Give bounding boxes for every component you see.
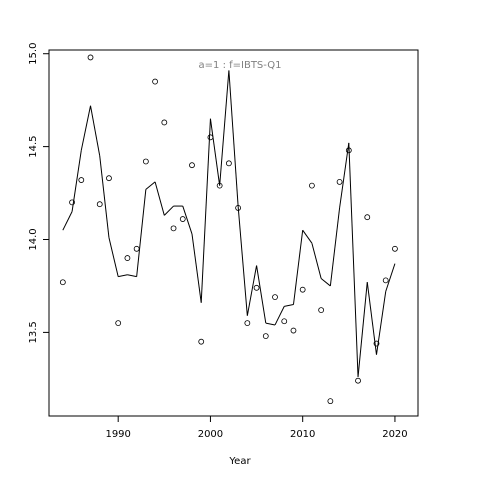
x-tick-label-2010: 2010 <box>290 429 315 440</box>
data-point-1994 <box>152 78 158 85</box>
data-point-1998 <box>189 162 195 169</box>
y-tick-label-14: 14.0 <box>28 228 39 250</box>
x-tick-label-2000: 2000 <box>198 429 223 440</box>
y-axis: 13.5 14.0 14.5 15.0 <box>28 43 49 344</box>
data-point-1995 <box>161 119 168 126</box>
data-point-1993 <box>142 158 149 165</box>
data-point-1984 <box>59 279 66 286</box>
data-point-1990 <box>115 320 122 327</box>
plot-frame <box>48 49 419 417</box>
data-point-2006 <box>262 333 269 340</box>
data-point-2012 <box>318 307 325 314</box>
line-segment-2009 <box>292 230 304 305</box>
line-segment-1988 <box>99 155 110 238</box>
line-segment-1989 <box>108 237 119 277</box>
data-point-1989 <box>106 175 112 182</box>
data-point-2017 <box>364 214 371 221</box>
line-segment-1987 <box>90 105 101 156</box>
point-series <box>59 54 398 405</box>
line-segment-1998 <box>191 233 202 303</box>
data-point-2018 <box>373 340 380 347</box>
y-tick-label-14.5: 14.5 <box>28 135 39 157</box>
data-point-1999 <box>198 338 205 345</box>
x-tick-label-2020: 2020 <box>382 429 407 440</box>
data-point-2020 <box>392 245 398 252</box>
data-point-2007 <box>272 294 278 300</box>
line-segment-2017 <box>366 282 377 355</box>
data-point-2016 <box>355 377 361 384</box>
line-segment-1997 <box>182 205 193 235</box>
line-segment-2005 <box>256 265 267 324</box>
line-segment-2000 <box>209 118 221 186</box>
line-segment-1990 <box>118 274 128 278</box>
data-point-2000 <box>207 134 214 141</box>
data-point-2004 <box>244 320 251 327</box>
x-axis-title: Year <box>228 456 251 467</box>
data-point-1996 <box>170 225 177 232</box>
line-segment-1995 <box>163 205 174 216</box>
line-segment-1992 <box>136 189 147 277</box>
data-point-2011 <box>309 182 315 189</box>
line-segment-1985 <box>71 150 82 212</box>
data-point-2001 <box>216 182 223 189</box>
data-point-2013 <box>327 398 334 405</box>
data-point-1997 <box>179 216 186 222</box>
data-point-2015 <box>345 147 352 154</box>
line-segment-2011 <box>311 243 322 279</box>
data-point-1991 <box>124 255 131 261</box>
line-segment-1991 <box>127 274 137 278</box>
data-point-2014 <box>336 179 343 185</box>
line-segment-1994 <box>154 181 165 216</box>
line-segment-2015 <box>348 142 359 378</box>
line-segment-2018 <box>375 291 387 355</box>
line-segment-2013 <box>329 207 341 287</box>
line-segment-2008 <box>284 304 294 307</box>
line-segment-1993 <box>145 181 156 190</box>
data-point-2008 <box>281 318 288 325</box>
data-point-2002 <box>225 160 232 167</box>
data-point-2003 <box>235 205 242 211</box>
chart-title: a=1 : f=IBTS-Q1 <box>199 60 282 71</box>
y-tick-label-13.5: 13.5 <box>28 321 39 343</box>
data-point-1986 <box>78 177 85 183</box>
data-point-1988 <box>96 201 103 208</box>
line-segment-1999 <box>200 118 211 303</box>
data-point-2009 <box>290 327 297 334</box>
data-point-2010 <box>299 286 306 293</box>
line-segment-2012 <box>320 278 331 287</box>
line-segment-1986 <box>80 105 92 151</box>
data-point-2005 <box>253 284 260 291</box>
x-axis: 1990 2000 2010 2020 <box>105 416 408 440</box>
line-segment-2006 <box>265 322 276 326</box>
line-segment-1984 <box>62 211 73 231</box>
x-tick-label-1990: 1990 <box>105 429 130 440</box>
line-segment-2003 <box>237 206 248 316</box>
line-segment-2016 <box>357 282 368 378</box>
line-segment-2014 <box>339 142 350 208</box>
line-segment-2002 <box>228 70 239 207</box>
line-segment-2010 <box>302 229 313 244</box>
line-series <box>62 70 396 378</box>
data-point-1987 <box>87 54 94 61</box>
data-point-1992 <box>133 245 140 252</box>
data-point-2019 <box>382 277 389 284</box>
line-segment-2004 <box>246 265 258 316</box>
data-point-1985 <box>69 199 75 206</box>
line-segment-2001 <box>219 70 230 186</box>
line-segment-2007 <box>274 306 285 326</box>
y-tick-label-15: 15.0 <box>28 43 39 65</box>
line-segment-2019 <box>385 263 396 292</box>
